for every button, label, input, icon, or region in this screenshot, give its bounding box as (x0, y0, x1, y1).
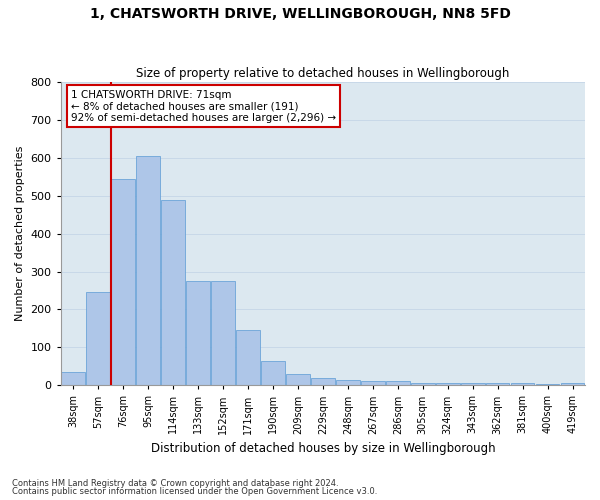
Bar (336, 380, 359, 386)
Bar (486, 384, 509, 386)
Bar (411, 382, 434, 386)
Bar (386, 382, 410, 386)
Bar (311, 378, 335, 386)
Bar (560, 384, 584, 386)
Bar (536, 384, 559, 386)
Bar (136, 156, 160, 386)
Text: Contains public sector information licensed under the Open Government Licence v3: Contains public sector information licen… (12, 487, 377, 496)
Title: Size of property relative to detached houses in Wellingborough: Size of property relative to detached ho… (136, 66, 509, 80)
Bar (361, 380, 385, 386)
Bar (211, 281, 235, 386)
Text: 1 CHATSWORTH DRIVE: 71sqm
← 8% of detached houses are smaller (191)
92% of semi-: 1 CHATSWORTH DRIVE: 71sqm ← 8% of detach… (71, 90, 337, 123)
Bar (111, 178, 135, 386)
Bar (261, 360, 285, 386)
Bar (61, 372, 85, 386)
Text: 1, CHATSWORTH DRIVE, WELLINGBOROUGH, NN8 5FD: 1, CHATSWORTH DRIVE, WELLINGBOROUGH, NN8… (89, 8, 511, 22)
Bar (511, 384, 535, 386)
Bar (186, 281, 210, 386)
Bar (436, 384, 460, 386)
Bar (286, 374, 310, 386)
Text: Contains HM Land Registry data © Crown copyright and database right 2024.: Contains HM Land Registry data © Crown c… (12, 478, 338, 488)
Bar (86, 292, 110, 386)
Y-axis label: Number of detached properties: Number of detached properties (15, 146, 25, 322)
Bar (461, 382, 485, 386)
X-axis label: Distribution of detached houses by size in Wellingborough: Distribution of detached houses by size … (151, 442, 495, 455)
Bar (236, 330, 260, 386)
Bar (161, 200, 185, 386)
